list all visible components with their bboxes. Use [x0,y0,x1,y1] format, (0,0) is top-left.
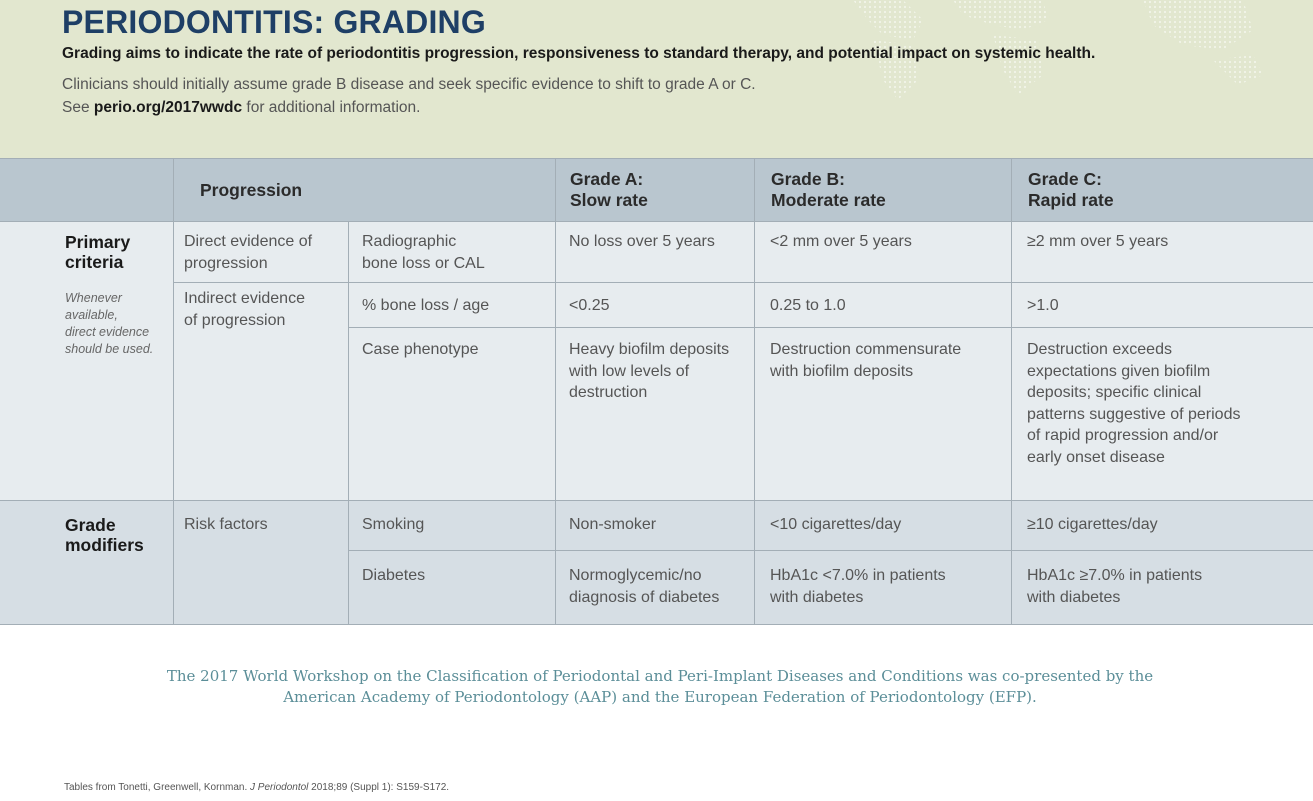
cell-line: HbA1c ≥7.0% in patients [1027,567,1203,584]
grade-c-label: Grade C: [1028,169,1102,189]
column-header-progression: Progression [200,180,303,200]
case-phenotype-grade-b: Destruction commensurate with biofilm de… [770,339,961,382]
citation-journal: J Periodontol [250,782,309,793]
label-line: criteria [65,252,124,272]
primary-criteria-section [0,221,1313,500]
grade-c-rate: Rapid rate [1028,190,1114,210]
direct-evidence-category: Direct evidence of progression [184,231,312,274]
grid-line [0,221,1313,222]
risk-factors-category: Risk factors [184,516,268,533]
bone-loss-age-grade-c: >1.0 [1027,297,1059,314]
grid-line [348,221,349,625]
case-phenotype-grade-a: Heavy biofilm deposits with low levels o… [569,339,729,404]
bone-loss-age-measure: % bone loss / age [362,297,490,314]
label-line: Primary [65,232,131,252]
grid-line [173,282,1313,283]
cell-line: diagnosis of diabetes [569,588,720,606]
citation-details: 2018;89 (Suppl 1): S159-S172. [311,782,450,793]
primary-criteria-note: Whenever available, direct evidence shou… [65,290,165,358]
page-title: PERIODONTITIS: GRADING [62,4,486,40]
smoking-measure: Smoking [362,516,425,533]
cell-line: expectations given biofilm [1027,362,1211,380]
column-header-grade-a: Grade A: Slow rate [570,169,648,211]
bone-loss-age-grade-b: 0.25 to 1.0 [770,297,846,314]
grading-table: Progression Grade A: Slow rate Grade B: … [0,158,1313,625]
cell-line: patterns suggestive of periods [1027,405,1241,423]
primary-criteria-label: Primary criteria [65,232,130,272]
diabetes-grade-a: Normoglycemic/no diagnosis of diabetes [569,565,719,608]
grade-b-label: Grade B: [771,169,845,189]
header-banner: PERIODONTITIS: GRADING Grading aims to i… [0,0,1313,158]
note-line: direct evidence [65,325,150,339]
cell-line: Direct evidence of [184,233,313,250]
column-header-grade-c: Grade C: Rapid rate [1028,169,1114,211]
smoking-grade-a: Non-smoker [569,516,657,533]
grid-line [754,158,755,625]
intro-suffix: for additional information. [246,99,421,116]
cell-line: HbA1c <7.0% in patients [770,567,946,584]
diabetes-grade-c: HbA1c ≥7.0% in patients with diabetes [1027,565,1202,608]
grid-line [348,327,1313,328]
direct-evidence-grade-c: ≥2 mm over 5 years [1027,233,1169,250]
cell-line: early onset disease [1027,448,1165,466]
cell-line: with diabetes [1027,588,1121,606]
cell-line: of rapid progression and/or [1027,427,1219,444]
grid-line [555,158,556,625]
direct-evidence-grade-a: No loss over 5 years [569,233,715,250]
case-phenotype-grade-c: Destruction exceeds expectations given b… [1027,339,1240,468]
grid-line [0,158,1313,159]
smoking-grade-b: <10 cigarettes/day [770,516,902,533]
diabetes-grade-b: HbA1c <7.0% in patients with diabetes [770,565,946,608]
intro-line-1: Clinicians should initially assume grade… [62,76,756,93]
intro-text: Clinicians should initially assume grade… [62,73,756,119]
grid-line [0,500,1313,501]
case-phenotype-measure: Case phenotype [362,341,479,358]
cell-line: with biofilm deposits [770,362,914,380]
cell-line: Heavy biofilm deposits [569,341,730,358]
cell-line: of progression [184,311,286,329]
citation-authors: Tables from Tonetti, Greenwell, Kornman. [64,782,248,793]
cell-line: Destruction commensurate [770,341,962,358]
cell-line: progression [184,254,268,272]
table-header-row [0,158,1313,221]
column-header-grade-b: Grade B: Moderate rate [771,169,886,211]
world-map-decoration [853,0,1263,100]
note-line: should be used. [65,342,154,356]
direct-evidence-grade-b: <2 mm over 5 years [770,233,912,250]
cell-line: Indirect evidence [184,290,305,307]
cell-line: destruction [569,384,648,401]
indirect-evidence-category: Indirect evidence of progression [184,288,305,331]
diabetes-measure: Diabetes [362,567,426,584]
workshop-footer-note: The 2017 World Workshop on the Classific… [150,666,1170,707]
label-line: modifiers [65,535,144,555]
grid-line [173,158,174,625]
grade-modifiers-section [0,500,1313,625]
source-citation: Tables from Tonetti, Greenwell, Kornman.… [64,782,449,793]
grade-b-rate: Moderate rate [771,190,886,210]
cell-line: with diabetes [770,588,864,606]
cell-line: Normoglycemic/no [569,567,702,584]
smoking-grade-c: ≥10 cigarettes/day [1027,516,1158,533]
bone-loss-age-grade-a: <0.25 [569,297,610,314]
cell-line: bone loss or CAL [362,254,485,272]
page-subtitle: Grading aims to indicate the rate of per… [62,45,1096,62]
grade-a-rate: Slow rate [570,190,648,210]
direct-evidence-measure: Radiographic bone loss or CAL [362,231,485,274]
cell-line: with low levels of [569,362,690,380]
grid-line [1011,158,1012,625]
grid-line [0,624,1313,625]
note-line: available, [65,308,118,322]
label-line: Grade [65,515,116,535]
note-line: Whenever [65,291,122,305]
footer-line: The 2017 World Workshop on the Classific… [166,667,1154,685]
cell-line: Radiographic [362,233,457,250]
grade-modifiers-label: Grade modifiers [65,515,144,555]
cell-line: Destruction exceeds [1027,341,1172,358]
intro-see: See [62,99,90,116]
grade-a-label: Grade A: [570,169,644,189]
footer-line: American Academy of Periodontology (AAP)… [283,687,1037,706]
cell-line: deposits; specific clinical [1027,384,1202,401]
grid-line [348,550,1313,551]
intro-link[interactable]: perio.org/2017wwdc [93,99,243,116]
